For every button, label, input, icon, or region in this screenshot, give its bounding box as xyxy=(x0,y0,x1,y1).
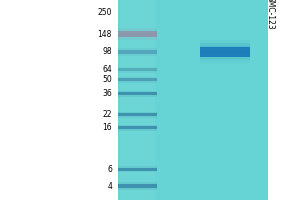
Bar xyxy=(200,46,250,57)
Text: 98: 98 xyxy=(102,47,112,56)
Bar xyxy=(118,182,157,190)
Bar xyxy=(118,125,157,131)
Bar xyxy=(200,47,250,57)
Text: 148: 148 xyxy=(98,30,112,39)
Text: 64: 64 xyxy=(102,65,112,74)
Bar xyxy=(118,78,157,81)
Text: 6: 6 xyxy=(107,165,112,174)
Bar xyxy=(118,50,157,54)
Text: 36: 36 xyxy=(102,89,112,98)
Bar xyxy=(118,166,157,172)
Bar xyxy=(118,28,157,40)
Bar xyxy=(118,91,157,97)
Bar xyxy=(118,112,157,118)
Bar xyxy=(200,49,250,54)
Bar xyxy=(118,0,268,200)
Bar xyxy=(118,48,157,56)
Bar xyxy=(200,43,250,60)
Bar xyxy=(118,31,157,37)
Text: 4: 4 xyxy=(107,182,112,191)
Bar xyxy=(118,184,157,188)
Bar xyxy=(118,113,157,116)
Bar xyxy=(200,40,250,63)
Bar xyxy=(118,92,157,95)
Text: 50: 50 xyxy=(102,75,112,84)
Text: 16: 16 xyxy=(102,123,112,132)
Text: 250: 250 xyxy=(98,8,112,17)
Text: SMC-123: SMC-123 xyxy=(266,0,274,30)
Bar xyxy=(120,0,155,200)
Bar xyxy=(118,126,157,129)
Bar xyxy=(118,168,157,171)
Text: 22: 22 xyxy=(103,110,112,119)
Bar xyxy=(118,68,157,71)
Bar xyxy=(118,67,157,73)
Bar xyxy=(118,77,157,83)
